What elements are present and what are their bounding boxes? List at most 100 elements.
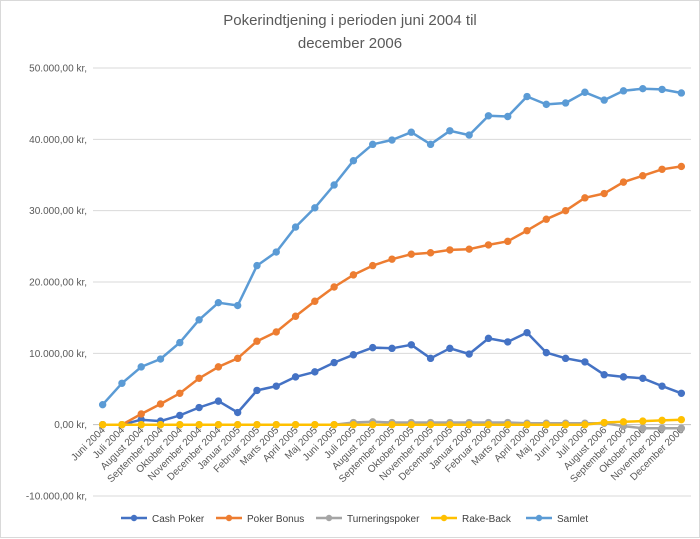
data-point bbox=[446, 420, 454, 429]
data-point bbox=[388, 136, 396, 144]
data-point bbox=[156, 400, 165, 408]
data-point bbox=[426, 140, 435, 149]
legend-label: Poker Bonus bbox=[247, 514, 304, 525]
series-lines bbox=[98, 84, 686, 432]
data-point bbox=[561, 354, 570, 363]
series-line bbox=[101, 87, 682, 406]
series-cash-poker bbox=[98, 328, 686, 429]
data-point bbox=[581, 88, 589, 96]
data-point bbox=[253, 386, 261, 395]
data-point bbox=[658, 416, 666, 425]
data-point bbox=[658, 382, 666, 390]
data-point bbox=[369, 343, 377, 352]
data-point bbox=[330, 283, 338, 291]
data-point bbox=[581, 194, 589, 202]
data-point bbox=[639, 424, 647, 432]
data-point bbox=[484, 241, 493, 249]
data-point bbox=[176, 411, 184, 420]
legend-label: Cash Poker bbox=[152, 514, 205, 525]
data-point bbox=[465, 350, 473, 358]
y-tick-label: 10.000,00 kr, bbox=[29, 349, 87, 360]
data-point bbox=[233, 354, 242, 363]
data-point bbox=[311, 204, 319, 212]
legend-label: Rake-Back bbox=[462, 514, 512, 525]
y-tick-label: 20.000,00 kr, bbox=[29, 278, 87, 289]
data-point bbox=[619, 178, 628, 186]
data-point bbox=[658, 424, 666, 432]
legend-item: Samlet bbox=[526, 514, 588, 525]
chart-title: Pokerindtjening i perioden juni 2004 til… bbox=[223, 12, 477, 52]
legend-label: Samlet bbox=[557, 514, 588, 525]
data-point bbox=[561, 206, 570, 215]
series-poker-bonus bbox=[98, 162, 686, 429]
data-point bbox=[369, 261, 377, 270]
data-point bbox=[504, 112, 512, 121]
data-point bbox=[581, 420, 589, 429]
data-point bbox=[484, 334, 493, 343]
chart-title-line-1: Pokerindtjening i perioden juni 2004 til bbox=[223, 12, 477, 29]
data-point bbox=[639, 84, 647, 93]
data-point bbox=[619, 373, 628, 381]
y-tick-label: -10.000,00 kr, bbox=[26, 492, 87, 503]
data-point bbox=[542, 100, 551, 109]
data-point bbox=[349, 420, 358, 429]
legend-marker bbox=[325, 514, 333, 522]
y-tick-label: 30.000,00 kr, bbox=[29, 206, 87, 217]
data-point bbox=[426, 354, 435, 363]
data-point bbox=[253, 420, 261, 429]
data-point bbox=[214, 397, 223, 405]
data-point bbox=[214, 420, 223, 429]
data-point bbox=[446, 127, 454, 135]
legend-marker bbox=[440, 514, 448, 522]
data-point bbox=[311, 368, 319, 376]
data-point bbox=[272, 382, 280, 390]
legend: Cash Poker Poker Bonus Turneringspoker Rake… bbox=[121, 514, 588, 525]
data-point bbox=[291, 223, 300, 231]
data-point bbox=[542, 348, 551, 357]
legend-marker bbox=[225, 514, 233, 522]
data-point bbox=[253, 261, 261, 270]
data-point bbox=[446, 246, 454, 254]
chart-title-line-2: december 2006 bbox=[298, 35, 402, 52]
legend-marker bbox=[535, 514, 543, 522]
data-point bbox=[214, 298, 223, 307]
data-point bbox=[407, 128, 415, 136]
data-point bbox=[542, 215, 551, 223]
data-point bbox=[272, 248, 280, 256]
data-point bbox=[330, 358, 338, 367]
data-point bbox=[523, 92, 531, 101]
data-point bbox=[639, 417, 647, 425]
series-line bbox=[102, 165, 682, 426]
data-point bbox=[639, 172, 647, 180]
data-point bbox=[677, 415, 686, 424]
legend-item: Turneringspoker bbox=[316, 514, 420, 525]
data-point bbox=[214, 363, 223, 371]
legend-item: Rake-Back bbox=[431, 514, 512, 525]
data-point bbox=[330, 181, 338, 189]
data-point bbox=[600, 189, 608, 198]
data-point bbox=[233, 408, 242, 417]
data-point bbox=[118, 420, 126, 429]
data-point bbox=[465, 131, 473, 139]
data-point bbox=[195, 420, 203, 429]
data-point bbox=[272, 420, 280, 429]
data-point bbox=[176, 389, 184, 397]
data-point bbox=[407, 341, 415, 349]
data-point bbox=[523, 226, 531, 235]
data-point bbox=[426, 249, 435, 257]
data-point bbox=[465, 245, 473, 253]
data-point bbox=[600, 418, 608, 427]
data-point bbox=[484, 420, 493, 429]
data-point bbox=[272, 328, 280, 336]
data-point bbox=[561, 99, 570, 107]
data-point bbox=[176, 420, 184, 429]
data-point bbox=[369, 140, 377, 149]
data-point bbox=[233, 420, 242, 429]
series-samlet bbox=[98, 84, 686, 409]
data-point bbox=[311, 420, 319, 429]
y-tick-label: 0,00 kr, bbox=[54, 420, 87, 431]
data-point bbox=[233, 301, 242, 310]
